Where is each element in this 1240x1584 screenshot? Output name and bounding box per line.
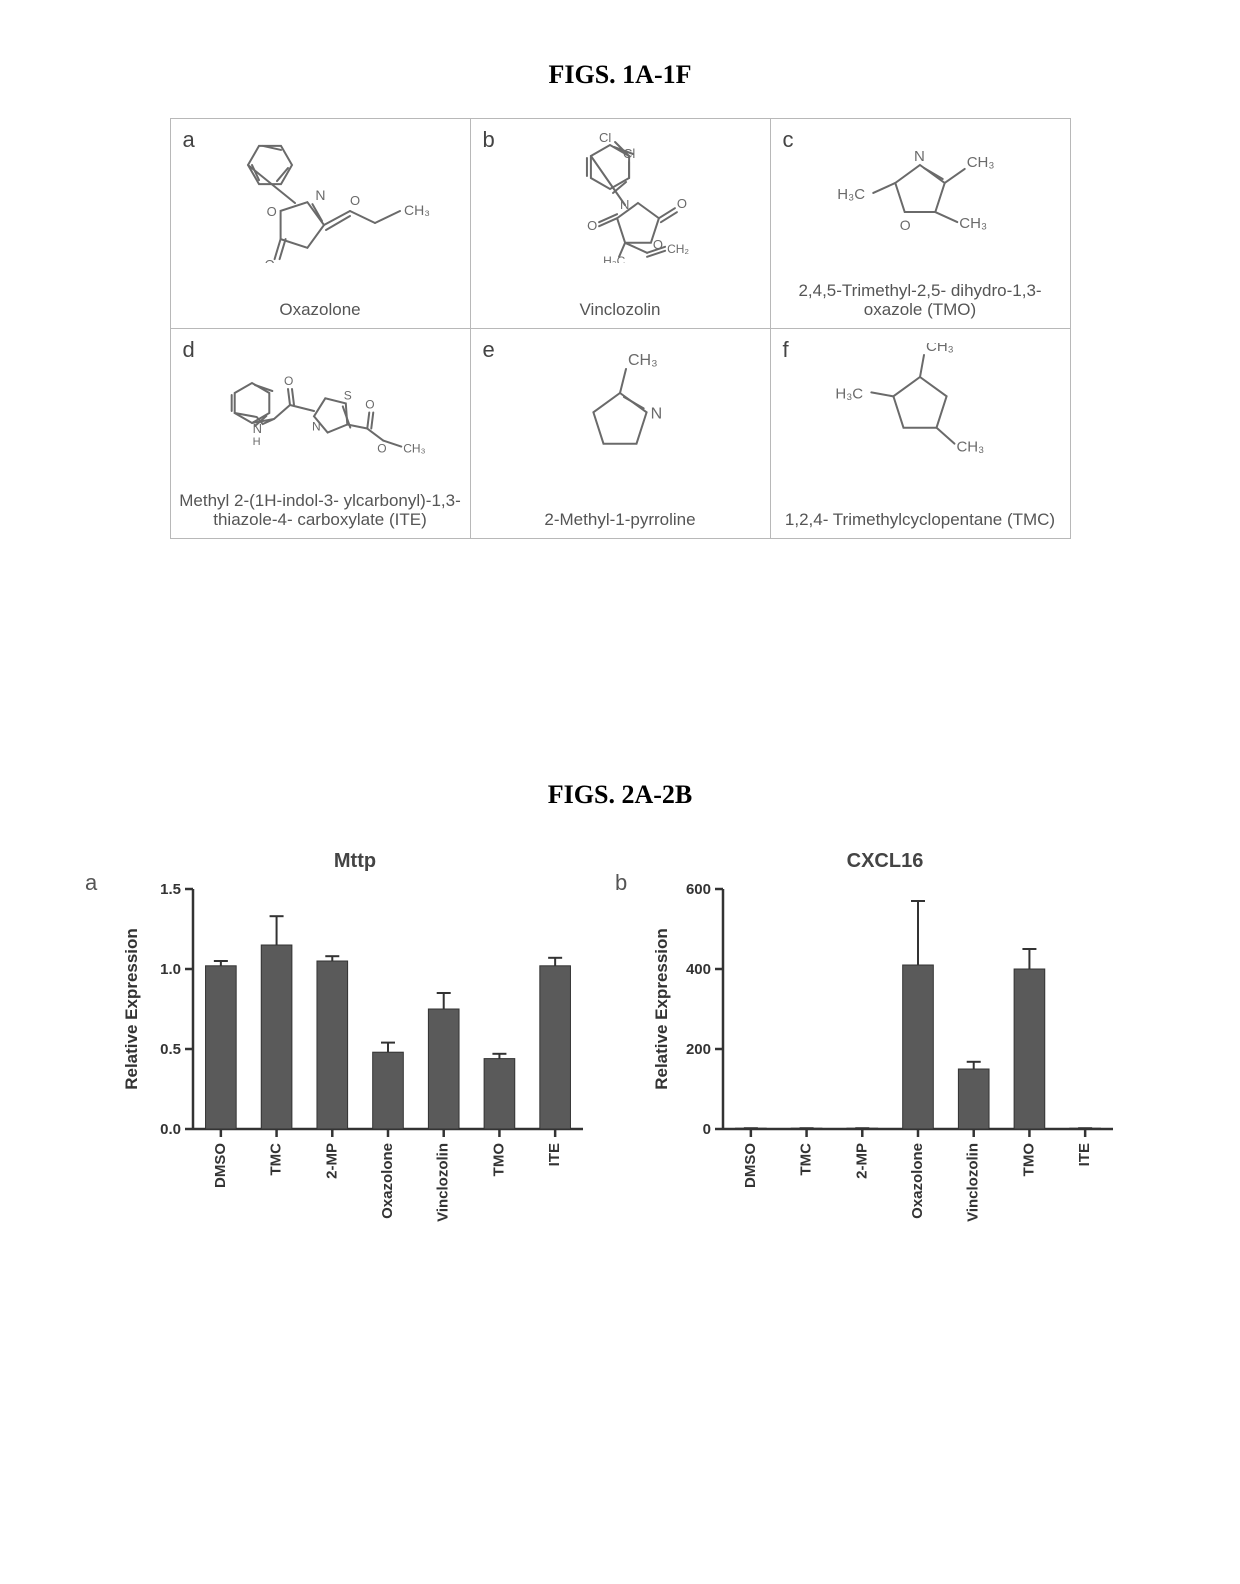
svg-text:O: O: [677, 196, 687, 211]
panel-b-caption: Vinclozolin: [471, 300, 770, 320]
svg-text:N: N: [253, 421, 262, 436]
svg-text:CH₂: CH₂: [667, 242, 689, 256]
svg-text:400: 400: [686, 961, 711, 978]
structure-c-svg: N O CH₃ CH₃ H₃C: [800, 133, 1040, 243]
figure-2-section: FIGS. 2A-2B a Mttp 0.0 0.5 1.0 1.5 Relative …: [0, 780, 1240, 1279]
panel-b-cell: b Cl Cl N O O O H₃C CH₂ Vinclozolin: [470, 119, 770, 329]
charts-row: a Mttp 0.0 0.5 1.0 1.5 Relative Expression DM…: [0, 850, 1240, 1279]
panel-f-cell: f CH₃ H₃C CH₃ 1,2,4- Trimethylcyclopentane…: [770, 329, 1070, 539]
chart-b-letter: b: [615, 870, 627, 896]
svg-text:N: N: [315, 187, 325, 203]
svg-text:Oxazolone: Oxazolone: [909, 1143, 926, 1219]
chart-a-letter: a: [85, 870, 97, 896]
svg-text:CH₃: CH₃: [404, 202, 430, 218]
panel-a-letter: a: [183, 127, 195, 153]
panel-d-letter: d: [183, 337, 195, 363]
svg-text:Relative Expression: Relative Expression: [122, 928, 141, 1090]
panel-e-letter: e: [483, 337, 495, 363]
svg-text:2-MP: 2-MP: [853, 1143, 870, 1179]
svg-text:TMO: TMO: [490, 1143, 507, 1177]
panel-c-letter: c: [783, 127, 794, 153]
svg-text:O: O: [284, 374, 293, 388]
panel-e-cell: e N CH₃ 2-Methyl-1-pyrroline: [470, 329, 770, 539]
svg-text:CH₃: CH₃: [403, 442, 425, 456]
structure-b-svg: Cl Cl N O O O H₃C CH₂: [500, 133, 740, 263]
svg-text:O: O: [653, 237, 663, 252]
svg-text:1.0: 1.0: [160, 961, 181, 978]
panel-d-cell: d NHOSNOOCH₃ Methyl 2-(1H-indol-3- ylcar…: [170, 329, 470, 539]
panel-d-caption: Methyl 2-(1H-indol-3- ylcarbonyl)-1,3-th…: [171, 491, 470, 530]
svg-text:N: N: [620, 197, 629, 212]
svg-text:O: O: [365, 398, 374, 412]
svg-text:TMC: TMC: [798, 1143, 815, 1176]
chart-a-title: Mttp: [115, 850, 595, 873]
svg-text:CH₃: CH₃: [926, 343, 954, 355]
svg-text:Cl: Cl: [623, 146, 635, 161]
svg-text:Vinclozolin: Vinclozolin: [965, 1143, 982, 1222]
chart-a-svg: 0.0 0.5 1.0 1.5 Relative Expression DMSO TMC 2-…: [115, 879, 595, 1279]
svg-text:ITE: ITE: [546, 1143, 563, 1166]
svg-text:O: O: [350, 193, 360, 208]
structure-f-svg: CH₃ H₃C CH₃: [800, 343, 1040, 463]
svg-text:DMSO: DMSO: [742, 1143, 759, 1188]
structure-e-svg: N CH₃: [520, 343, 720, 473]
svg-text:O: O: [267, 204, 277, 219]
panel-f-letter: f: [783, 337, 789, 363]
svg-text:O: O: [587, 218, 597, 233]
figure-1-title: FIGS. 1A-1F: [0, 60, 1240, 90]
panel-f-caption: 1,2,4- Trimethylcyclopentane (TMC): [771, 510, 1070, 530]
svg-text:O: O: [265, 257, 275, 263]
svg-text:200: 200: [686, 1041, 711, 1058]
structure-d-svg: NHOSNOOCH₃: [200, 343, 440, 458]
svg-text:H₃C: H₃C: [837, 186, 865, 203]
svg-text:S: S: [344, 388, 352, 402]
panel-c-cell: c N O CH₃ CH₃ H₃C 2,4,5-Trimethyl-2,5- dihyd…: [770, 119, 1070, 329]
panel-e-caption: 2-Methyl-1-pyrroline: [471, 510, 770, 530]
svg-text:CH₃: CH₃: [956, 439, 984, 456]
chart-b-wrap: b CXCL16 0200400600Relative ExpressionDM…: [645, 850, 1125, 1279]
svg-text:TMC: TMC: [268, 1143, 285, 1176]
svg-text:Relative Expression: Relative Expression: [652, 928, 671, 1090]
chart-a-wrap: a Mttp 0.00.51.01.5Relative ExpressionDM…: [115, 850, 595, 1279]
svg-text:Oxazolone: Oxazolone: [379, 1143, 396, 1219]
panel-b-letter: b: [483, 127, 495, 153]
svg-text:0.0: 0.0: [160, 1121, 181, 1138]
svg-text:CH₃: CH₃: [967, 154, 995, 171]
svg-text:TMO: TMO: [1020, 1143, 1037, 1177]
figure-2-title: FIGS. 2A-2B: [0, 780, 1240, 810]
svg-text:H₃C: H₃C: [603, 254, 626, 263]
svg-text:Cl: Cl: [599, 133, 611, 145]
svg-text:N: N: [312, 419, 321, 433]
chart-b-svg: 0 200 400 600 Relative Expression DMSO TMC 2-MP…: [645, 879, 1125, 1279]
structure-a-svg: N O O O CH₃: [200, 133, 440, 263]
panel-a-caption: Oxazolone: [171, 300, 470, 320]
panel-a-cell: a N O O O CH₃ Oxazolone: [170, 119, 470, 329]
svg-text:O: O: [377, 442, 386, 456]
svg-text:H₃C: H₃C: [835, 385, 863, 402]
svg-text:0: 0: [703, 1121, 711, 1138]
svg-text:1.5: 1.5: [160, 881, 181, 898]
svg-text:DMSO: DMSO: [212, 1143, 229, 1188]
structure-table: a N O O O CH₃ Oxazolone b Cl Cl N O O O H₃C CH₂ Vin…: [170, 118, 1071, 539]
svg-text:N: N: [651, 405, 663, 422]
svg-text:600: 600: [686, 881, 711, 898]
svg-text:2-MP: 2-MP: [323, 1143, 340, 1179]
svg-text:ITE: ITE: [1076, 1143, 1093, 1166]
figure-1-section: FIGS. 1A-1F a N O O O CH₃ Oxazolone b Cl Cl N O…: [0, 60, 1240, 539]
svg-text:0.5: 0.5: [160, 1041, 181, 1058]
panel-c-caption: 2,4,5-Trimethyl-2,5- dihydro-1,3-oxazole…: [771, 281, 1070, 320]
svg-text:CH₃: CH₃: [959, 215, 987, 232]
svg-text:Vinclozolin: Vinclozolin: [435, 1143, 452, 1222]
svg-text:H: H: [253, 436, 261, 448]
chart-b-title: CXCL16: [645, 850, 1125, 873]
svg-text:CH₃: CH₃: [628, 352, 658, 369]
svg-text:N: N: [914, 148, 925, 165]
svg-text:O: O: [900, 217, 911, 233]
